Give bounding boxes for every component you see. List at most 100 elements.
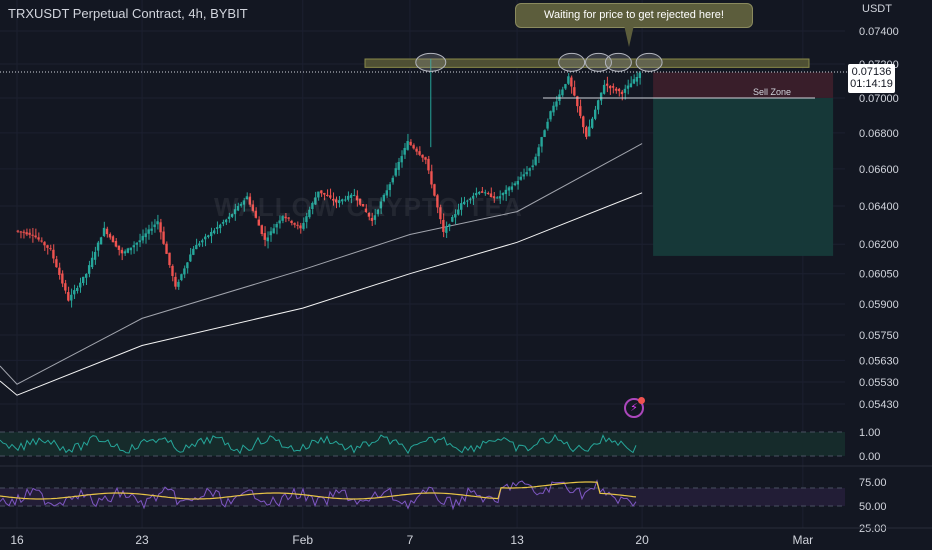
y-tick-label: 0.06200	[859, 239, 899, 251]
candle-body	[614, 88, 618, 91]
rejection-circle	[635, 52, 663, 72]
candle-body	[507, 187, 511, 191]
rejection-circle	[585, 52, 613, 72]
moving-average-line	[0, 143, 643, 385]
candle-body	[34, 235, 37, 238]
candle-body	[546, 121, 549, 129]
candle-body	[251, 204, 255, 211]
candle-body	[439, 207, 442, 220]
candle-body	[397, 161, 400, 170]
candle-body	[611, 86, 615, 88]
candle-body	[340, 199, 344, 202]
candle-body	[278, 220, 281, 224]
candle-body	[495, 197, 499, 199]
callout-text: Waiting for price to get rejected here!	[544, 9, 724, 21]
candle-body	[135, 242, 138, 245]
candle-body	[81, 276, 85, 283]
candle-body	[326, 194, 329, 197]
moving-average-line	[0, 192, 643, 396]
candle-body	[480, 191, 484, 193]
candle-body	[102, 227, 106, 237]
candle-body	[590, 118, 594, 128]
candle-body	[436, 195, 439, 208]
candle-body	[87, 265, 91, 274]
candle-body	[284, 216, 287, 219]
candle-body	[385, 190, 389, 196]
y-tick-label: 0.06400	[859, 201, 899, 213]
time-axis: 16 23 Feb 7 13 20 Mar	[0, 527, 932, 547]
candle-body	[373, 215, 377, 220]
candle-body	[415, 148, 418, 152]
candle-body	[174, 276, 177, 287]
candle-body	[504, 189, 508, 195]
x-tick-label: Feb	[292, 533, 313, 547]
candle-body	[52, 249, 55, 259]
candle-body	[299, 225, 302, 229]
candle-body	[448, 224, 451, 227]
sell-zone-label: Sell Zone	[753, 87, 791, 97]
candle-body	[367, 212, 371, 217]
candle-body	[290, 220, 293, 224]
candle-body	[180, 274, 183, 280]
candlesticks	[16, 59, 642, 308]
candle-body	[320, 190, 323, 194]
candle-body	[400, 156, 403, 163]
candle-body	[549, 111, 552, 120]
candle-body	[40, 240, 43, 242]
oscillator-tick-label: 0.00	[859, 451, 880, 463]
oscillator-pane: 1.00 0.00	[0, 427, 932, 467]
price-axis: 0.074000.072000.070000.068000.066000.064…	[859, 26, 899, 411]
y-tick-label: 0.06050	[859, 269, 899, 281]
candle-body	[31, 234, 34, 236]
y-tick-label: 0.05900	[859, 299, 899, 311]
candle-body	[513, 183, 517, 186]
candle-body	[73, 290, 76, 295]
candle-body	[424, 157, 427, 160]
x-tick-label: 7	[407, 533, 414, 547]
candle-body	[552, 105, 555, 113]
candle-body	[602, 84, 606, 94]
candle-body	[445, 226, 448, 233]
candle-body	[221, 222, 225, 224]
candle-body	[564, 84, 567, 89]
note-callout[interactable]: Waiting for price to get rejected here!	[515, 3, 753, 28]
candle-body	[617, 88, 621, 92]
candle-body	[588, 126, 591, 137]
candle-body	[209, 232, 213, 237]
candle-body	[349, 194, 353, 198]
candle-body	[281, 216, 284, 221]
candle-body	[245, 196, 249, 200]
candle-body	[498, 196, 502, 199]
candle-body	[186, 262, 189, 269]
candle-body	[108, 234, 112, 238]
candle-body	[608, 85, 612, 89]
symbol-title[interactable]: TRXUSDT Perpetual Contract, 4h, BYBIT	[8, 6, 248, 21]
candle-body	[296, 224, 299, 226]
candle-body	[596, 100, 600, 110]
candle-body	[117, 245, 121, 250]
y-tick-label: 0.05630	[859, 355, 899, 367]
candle-body	[22, 231, 25, 233]
candle-body	[239, 203, 243, 206]
candle-body	[519, 176, 522, 180]
flash-icon[interactable]: ⚡	[624, 397, 645, 418]
notification-dot	[638, 397, 645, 404]
candle-body	[37, 237, 40, 240]
candle-body	[287, 217, 290, 219]
candle-body	[19, 231, 22, 233]
candle-body	[114, 240, 118, 247]
candle-body	[346, 195, 350, 200]
candle-body	[153, 224, 156, 228]
candle-body	[305, 216, 308, 223]
candle-body	[337, 200, 341, 204]
candle-body	[64, 283, 67, 291]
candle-body	[468, 198, 472, 200]
candle-body	[388, 184, 391, 191]
candle-body	[421, 154, 424, 158]
x-tick-label: 23	[135, 533, 149, 547]
candle-body	[364, 208, 368, 213]
candle-body	[183, 268, 186, 275]
candle-body	[123, 251, 127, 254]
candle-body	[576, 96, 579, 107]
